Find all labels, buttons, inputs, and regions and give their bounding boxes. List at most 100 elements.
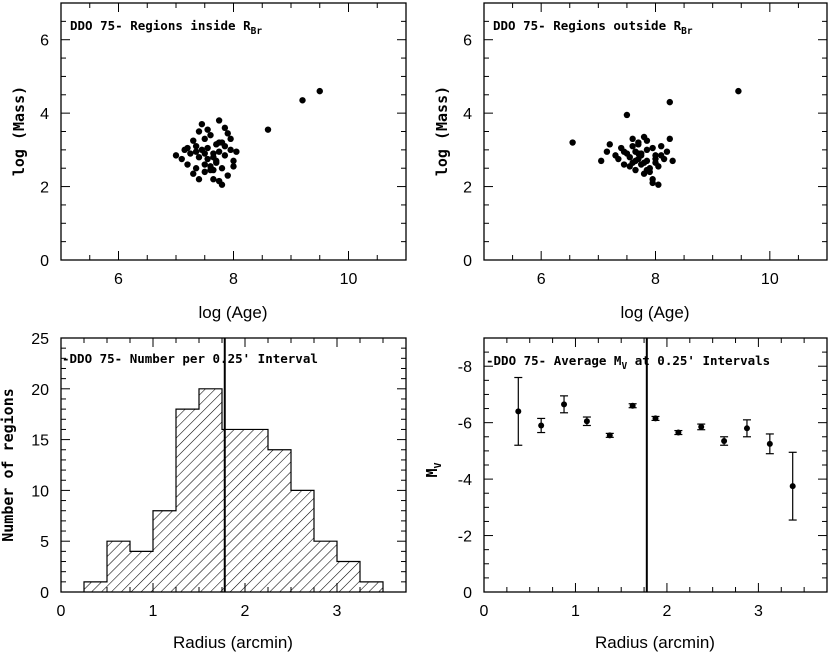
x-tick-label: 10	[340, 271, 358, 288]
histogram-bar	[268, 449, 291, 592]
data-point	[655, 181, 662, 188]
data-point	[190, 137, 197, 144]
data-point	[640, 159, 648, 166]
data-point	[643, 137, 651, 144]
x-tick-label: 10	[761, 271, 779, 288]
histogram-bar	[360, 581, 383, 592]
panel-p4: 0 1 2 3 0 -2 -4 -6 -8 -DDO 75- Average MV at 0.2…	[423, 337, 828, 652]
data-point	[201, 150, 208, 157]
chart-title: DDO 75- Regions outside RBr	[493, 18, 693, 37]
data-point	[204, 126, 211, 133]
data-point	[172, 152, 180, 159]
x-tick-label: 2	[241, 603, 250, 620]
x-axis-label: Radius (arcmin)	[173, 633, 293, 652]
data-point	[789, 483, 796, 490]
y-tick-label: 0	[463, 253, 472, 270]
x-tick-label: 3	[333, 603, 342, 620]
data-point	[218, 181, 226, 188]
y-tick-label: 4	[463, 106, 472, 123]
plot-frame	[60, 2, 407, 261]
y-tick-label: 20	[31, 382, 49, 399]
data-point	[299, 97, 306, 104]
data-point	[658, 142, 665, 150]
data-point	[187, 150, 194, 157]
histogram-bar	[130, 551, 153, 592]
plot-marks: 0 1 2 3 0 5 10 15 20 25	[31, 331, 407, 620]
data-point	[227, 146, 234, 154]
x-tick-label: 6	[114, 271, 123, 288]
data-point	[538, 422, 545, 429]
data-point	[629, 402, 636, 409]
y-tick-label: 25	[31, 331, 49, 348]
data-point	[666, 98, 673, 106]
data-point	[652, 415, 659, 422]
y-tick-label: 2	[463, 180, 472, 197]
y-axis-label: log (Mass)	[433, 86, 451, 176]
data-point	[221, 152, 229, 159]
y-tick-label: 6	[463, 33, 472, 50]
data-point	[643, 146, 651, 154]
data-point	[192, 148, 200, 155]
y-tick-label: -2	[458, 529, 472, 546]
data-point	[201, 168, 208, 176]
panel-p1: DDO 75- Regions inside RBr 6 8 10 0 2 4 6 log …	[10, 2, 407, 322]
data-point	[215, 117, 223, 124]
data-point	[218, 165, 226, 172]
data-point	[215, 139, 223, 146]
data-point	[178, 155, 185, 163]
data-point	[210, 176, 217, 183]
data-point	[698, 423, 705, 430]
data-point	[184, 144, 191, 152]
histogram-bar	[153, 510, 176, 592]
data-point	[649, 144, 656, 152]
data-point	[658, 152, 665, 159]
data-point	[195, 128, 203, 135]
data-point	[606, 432, 613, 439]
x-tick-label: 8	[651, 271, 660, 288]
y-tick-label: -4	[458, 472, 472, 489]
data-point	[195, 176, 203, 183]
y-axis-label: log (Mass)	[10, 86, 28, 176]
y-tick-label: -6	[458, 416, 472, 433]
chart-title: -DDO 75- Average MV at 0.25' Intervals	[486, 353, 770, 372]
data-point	[316, 87, 323, 95]
data-point	[221, 124, 229, 132]
histogram-bar	[245, 429, 268, 592]
y-axis-label: Number of regions	[0, 388, 17, 542]
data-point	[192, 165, 200, 172]
data-point	[597, 157, 605, 165]
plot-marks: 0 1 2 3 0 -2 -4 -6 -8	[458, 337, 828, 620]
chart-title: -DDO 75- Number per 0.25' Interval	[62, 351, 318, 366]
data-point	[515, 408, 522, 415]
x-tick-label: 1	[149, 603, 158, 620]
y-tick-label: 10	[31, 483, 49, 500]
data-point	[603, 148, 611, 155]
data-point	[583, 418, 590, 425]
x-axis-label: Radius (arcmin)	[595, 633, 715, 652]
data-point	[635, 139, 642, 146]
data-point	[632, 157, 639, 165]
panel-p2: DDO 75- Regions outside RBr 6 8 10 0 2 4 6 log…	[433, 2, 828, 322]
data-point	[221, 142, 229, 150]
y-tick-label: 0	[40, 253, 49, 270]
data-point	[230, 157, 237, 165]
histogram-bar	[176, 409, 199, 592]
histogram-bar	[84, 581, 107, 592]
data-point	[629, 135, 636, 143]
data-point	[207, 131, 214, 139]
x-tick-label: 2	[662, 603, 671, 620]
histogram-bar	[337, 561, 360, 592]
data-point	[201, 135, 208, 143]
data-point	[626, 163, 633, 170]
data-point	[195, 154, 203, 161]
plot-frame	[483, 2, 828, 261]
data-point	[626, 154, 633, 161]
data-point	[652, 159, 659, 166]
plot-marks: 6 8 10 0 2 4 6	[463, 2, 828, 288]
histogram-outline	[83, 388, 384, 592]
data-point	[230, 163, 237, 170]
histogram-bar	[314, 541, 337, 592]
x-tick-label: 3	[754, 603, 763, 620]
data-point	[606, 141, 613, 148]
y-tick-label: 2	[40, 180, 49, 197]
